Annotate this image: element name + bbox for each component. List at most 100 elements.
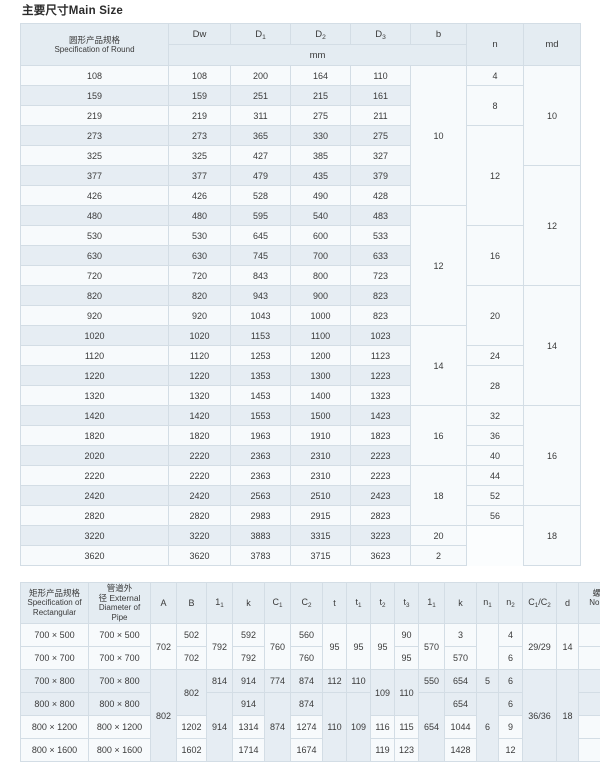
header-pipe-en2: Diameter of [89,603,150,613]
cell-spec: 1320 [21,386,169,406]
cell-d2: 164 [291,66,351,86]
cell-spec: 2020 [21,446,169,466]
header-md: md [524,24,581,66]
cell-d1: 427 [231,146,291,166]
cell-dw: 2220 [169,446,231,466]
cell-t3: 123 [395,739,419,762]
cell-d3: 1423 [351,406,411,426]
cell-d2: 1300 [291,366,351,386]
cell-d1: 2363 [231,466,291,486]
cell-spec: 2220 [21,466,169,486]
cell-d2: 1400 [291,386,351,406]
cell-spec: 426 [21,186,169,206]
cell-t: 95 [323,624,347,670]
cell-spec: 273 [21,126,169,146]
header-B: B [177,583,207,624]
spec-sheet-page: 主要尺寸Main Size 圆形产品规格 Specification of Ro… [0,0,600,731]
header-A: A [151,583,177,624]
cell-d1: 1553 [231,406,291,426]
cell-md: 16 [524,406,581,506]
cell-t1: 95 [347,624,371,670]
cell-n: 44 [467,466,524,486]
header-C1: C1 [265,583,291,624]
header-d2: D2 [291,24,351,45]
cell-d2: 900 [291,286,351,306]
cell-dw: 426 [169,186,231,206]
header-bolts-sub: n [579,608,600,618]
cell-t1: 109 [347,693,371,762]
cell-spec-rect: 800 × 1600 [21,739,89,762]
cell-n1: 6 [477,693,499,762]
header-n: n [467,24,524,66]
cell-n: 16 [467,226,524,286]
header-t3: t3 [395,583,419,624]
cell-dw: 480 [169,206,231,226]
cell-d3: 428 [351,186,411,206]
cell-b: 16 [411,406,467,466]
cell-d3: 1823 [351,426,411,446]
header-l1-a: 11 [207,583,233,624]
cell-C2: 1674 [291,739,323,762]
header-spec-round: 圆形产品规格 Specification of Round [21,24,169,66]
cell-C2: 1274 [291,716,323,739]
cell-d2: 700 [291,246,351,266]
cell-C2: 760 [291,647,323,670]
cell-md: 14 [524,286,581,406]
cell-n: 24 [467,346,524,366]
cell-d1: 365 [231,126,291,146]
cell-k-a: 792 [233,647,265,670]
cell-bolts: 44 [579,739,600,762]
cell-d1: 311 [231,106,291,126]
cell-b: 10 [411,66,467,206]
cell-bolts: 38 [579,716,600,739]
cell-d2: 1910 [291,426,351,446]
cell-d3: 533 [351,226,411,246]
cell-dw: 1220 [169,366,231,386]
cell-t: 112 [323,670,347,693]
cell-t3: 90 [395,624,419,647]
cell-n2: 6 [499,693,523,716]
cell-spec: 219 [21,106,169,126]
cell-l1-a: 914 [207,693,233,762]
cell-d3: 3623 [351,546,411,566]
cell-d2: 1100 [291,326,351,346]
cell-n: 12 [467,126,524,226]
cell-d1: 645 [231,226,291,246]
cell-dw: 325 [169,146,231,166]
cell-dw: 530 [169,226,231,246]
cell-b: 14 [411,326,467,406]
cell-d1: 3783 [231,546,291,566]
cell-d1: 251 [231,86,291,106]
cell-c1c2: 36/36 [523,670,557,762]
cell-k-b: 654 [445,693,477,716]
header-k-a: k [233,583,265,624]
cell-d1: 528 [231,186,291,206]
cell-d1: 1043 [231,306,291,326]
cell-C2: 874 [291,693,323,716]
cell-d1: 1353 [231,366,291,386]
cell-md: 10 [524,66,581,166]
cell-A: 802 [151,670,177,762]
cell-k-a: 1314 [233,716,265,739]
cell-spec-rect: 800 × 800 [21,693,89,716]
main-size-table: 圆形产品规格 Specification of Round Dw D1 D2 D… [20,23,581,566]
cell-n: 40 [467,446,524,466]
cell-d1: 1153 [231,326,291,346]
cell-bolts: 32 [579,693,600,716]
cell-d3: 823 [351,286,411,306]
cell-spec: 325 [21,146,169,166]
cell-d3: 1023 [351,326,411,346]
header-t2: t2 [371,583,395,624]
